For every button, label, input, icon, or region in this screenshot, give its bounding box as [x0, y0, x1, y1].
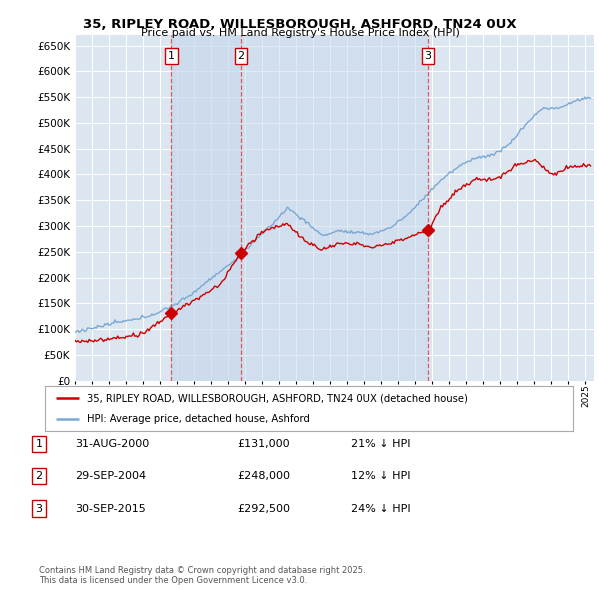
Text: 3: 3: [35, 504, 43, 513]
Text: 30-SEP-2015: 30-SEP-2015: [75, 504, 146, 513]
Text: 31-AUG-2000: 31-AUG-2000: [75, 439, 149, 448]
Text: 1: 1: [35, 439, 43, 448]
Text: 24% ↓ HPI: 24% ↓ HPI: [351, 504, 410, 513]
Text: 12% ↓ HPI: 12% ↓ HPI: [351, 471, 410, 481]
Text: 2: 2: [238, 51, 244, 61]
Text: £248,000: £248,000: [237, 471, 290, 481]
Text: 35, RIPLEY ROAD, WILLESBOROUGH, ASHFORD, TN24 0UX: 35, RIPLEY ROAD, WILLESBOROUGH, ASHFORD,…: [83, 18, 517, 31]
Text: 35, RIPLEY ROAD, WILLESBOROUGH, ASHFORD, TN24 0UX (detached house): 35, RIPLEY ROAD, WILLESBOROUGH, ASHFORD,…: [87, 394, 468, 404]
Text: 21% ↓ HPI: 21% ↓ HPI: [351, 439, 410, 448]
Text: 2: 2: [35, 471, 43, 481]
Text: Price paid vs. HM Land Registry's House Price Index (HPI): Price paid vs. HM Land Registry's House …: [140, 28, 460, 38]
Bar: [172, 35, 241, 381]
Text: 1: 1: [168, 51, 175, 61]
Bar: [241, 35, 428, 381]
Text: 3: 3: [425, 51, 431, 61]
Text: HPI: Average price, detached house, Ashford: HPI: Average price, detached house, Ashf…: [87, 414, 310, 424]
Text: £292,500: £292,500: [237, 504, 290, 513]
Text: Contains HM Land Registry data © Crown copyright and database right 2025.
This d: Contains HM Land Registry data © Crown c…: [39, 566, 365, 585]
Text: 29-SEP-2004: 29-SEP-2004: [75, 471, 146, 481]
Text: £131,000: £131,000: [237, 439, 290, 448]
